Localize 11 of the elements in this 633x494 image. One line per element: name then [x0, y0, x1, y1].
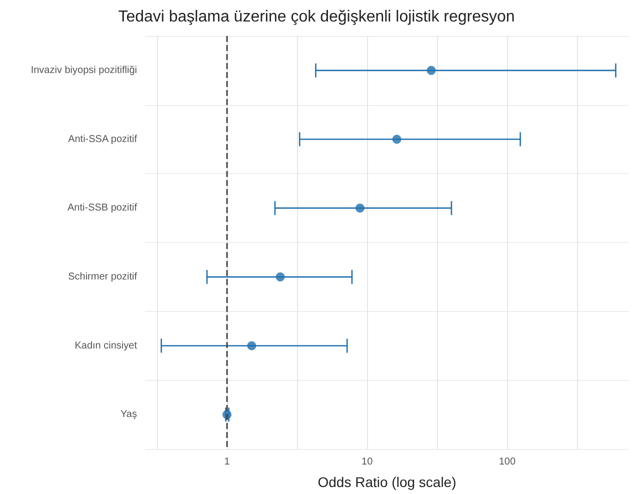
x-axis-title: Odds Ratio (log scale) [318, 474, 456, 490]
y-tick-label: Kadın cinsiyet [74, 340, 138, 352]
chart-title: Tedavi başlama üzerine çok değişkenli lojistik regresyon [118, 8, 515, 26]
x-tick-label: 1 [224, 456, 230, 468]
y-tick-label: Anti-SSB pozitif [68, 202, 138, 214]
x-tick-label: 100 [498, 456, 516, 468]
y-tick-label: Anti-SSA pozitif [68, 134, 138, 145]
y-tick-label: Yaş [120, 409, 137, 420]
x-tick-label: 10 [362, 456, 374, 468]
y-tick-label: Invaziv biyopsi pozitifliği [30, 64, 137, 76]
y-tick-label: Schirmer pozitif [68, 271, 138, 282]
